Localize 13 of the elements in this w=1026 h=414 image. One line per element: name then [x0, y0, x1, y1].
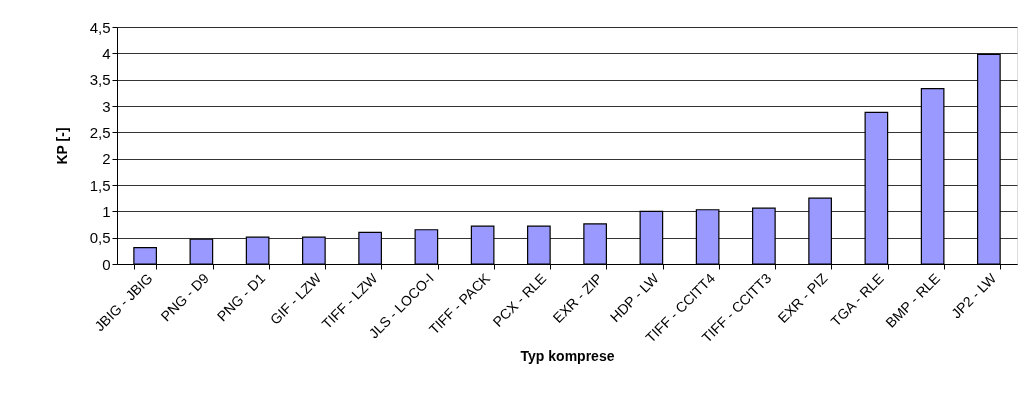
x-tick-label: JP2 - LW	[947, 269, 1000, 322]
y-tick-label: 1,5	[89, 176, 111, 194]
x-axis-title: Typ komprese	[520, 347, 615, 364]
y-tick-label: 1	[102, 202, 111, 220]
y-axis-title: KP [-]	[53, 127, 70, 165]
y-tick-label: 2	[102, 150, 111, 168]
y-tick-label: 4	[102, 44, 111, 62]
y-tick-label: 3,5	[89, 71, 111, 89]
y-tick-label: 3	[102, 97, 111, 115]
y-tick-label: 4,5	[89, 18, 111, 36]
y-tick-label: 0,5	[89, 229, 111, 247]
y-tick-label: 2,5	[89, 123, 111, 141]
y-tick-label: 0	[102, 255, 111, 273]
